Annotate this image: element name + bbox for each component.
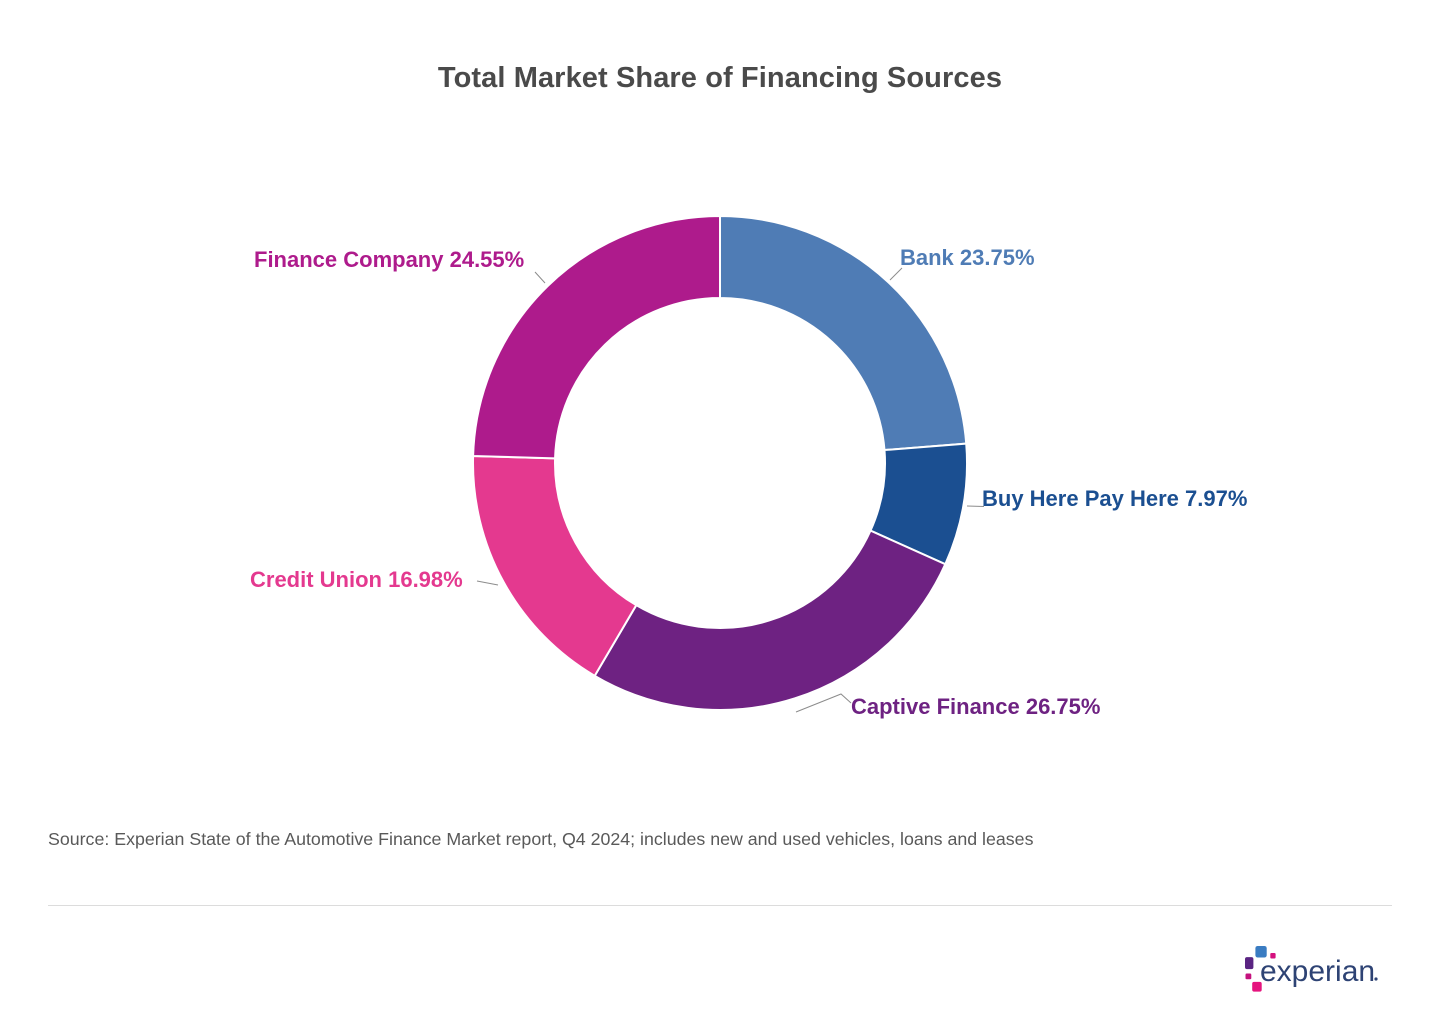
svg-text:experian: experian	[1260, 955, 1375, 988]
